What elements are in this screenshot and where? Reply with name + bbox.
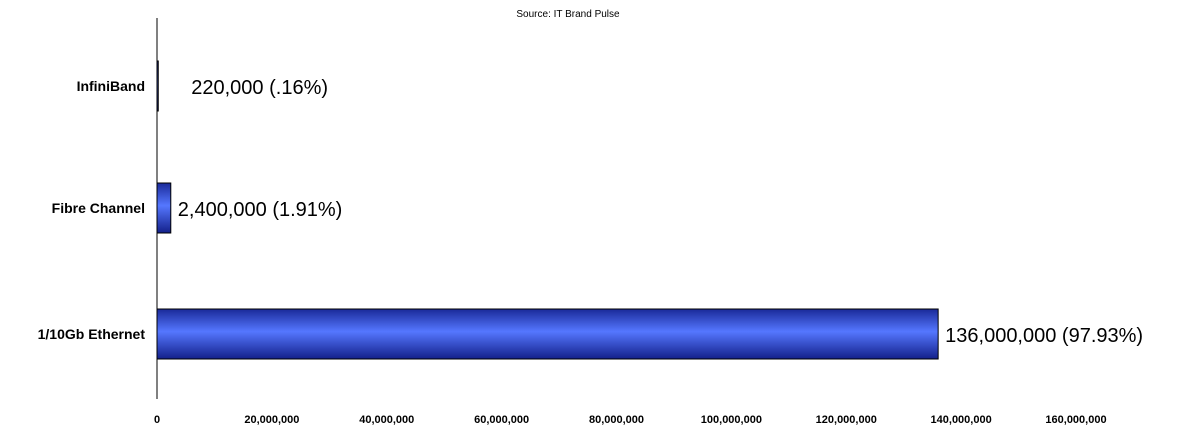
x-tick-label: 120,000,000 xyxy=(816,414,877,426)
x-tick-label: 100,000,000 xyxy=(701,414,762,426)
x-tick-label: 60,000,000 xyxy=(474,414,529,426)
data-label: 2,400,000 (1.91%) xyxy=(178,199,343,221)
chart-source: Source: IT Brand Pulse xyxy=(516,9,620,20)
category-label: InfiniBand xyxy=(77,78,145,94)
x-tick-label: 160,000,000 xyxy=(1045,414,1106,426)
bar-1-10gb-ethernet xyxy=(156,308,939,360)
bar-fibre-channel xyxy=(156,182,172,234)
category-label: Fibre Channel xyxy=(52,200,145,216)
labels-group: InfiniBand 220,000 (.16%) Fibre Channel 2,4… xyxy=(38,77,1143,347)
data-label: 136,000,000 (97.93%) xyxy=(945,325,1143,347)
axes-group: 0 20,000,000 40,000,000 60,000,000 80,000,00… xyxy=(154,18,1107,426)
x-tick-label: 20,000,000 xyxy=(244,414,299,426)
x-tick-label: 140,000,000 xyxy=(931,414,992,426)
x-tick-label: 80,000,000 xyxy=(589,414,644,426)
data-label: 220,000 (.16%) xyxy=(191,77,328,99)
category-label: 1/10Gb Ethernet xyxy=(38,326,146,342)
bars-group xyxy=(156,60,939,360)
x-tick-label: 0 xyxy=(154,414,160,426)
x-tick-label: 40,000,000 xyxy=(359,414,414,426)
